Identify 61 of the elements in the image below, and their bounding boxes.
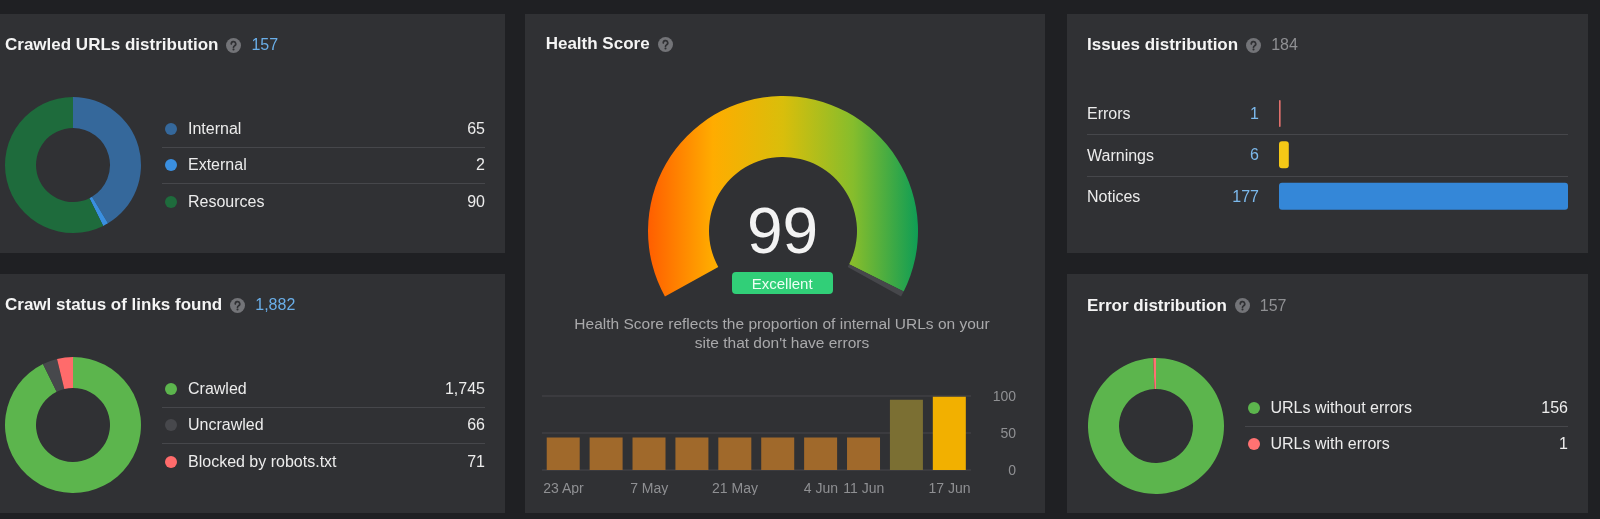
x-tick-label: 4 Jun [803, 479, 838, 496]
y-tick-label: Notices [1087, 187, 1141, 205]
data-label: 177 [1232, 187, 1260, 205]
legend-label: Resources [188, 192, 265, 211]
legend-label: Uncrawled [188, 416, 264, 434]
chart-title: Crawled URLs distribution [5, 35, 219, 55]
bar [932, 396, 966, 470]
data-label: 1,745 [444, 379, 485, 398]
bar [546, 437, 580, 470]
x-tick-label: 23 Apr [543, 479, 585, 496]
bar [761, 437, 795, 470]
chart-title: Crawl status of links found [5, 295, 223, 315]
donut-slice [1152, 357, 1156, 389]
legend-label: Crawled [188, 379, 247, 398]
x-tick-label: 21 May [712, 479, 759, 496]
donut-slice [5, 97, 104, 233]
data-label: 1 [1250, 105, 1260, 123]
y-tick-label: Warnings [1087, 146, 1154, 164]
bar [589, 437, 623, 470]
y-tick-label: 0 [1008, 461, 1017, 478]
chart-title: Error distribution [1087, 295, 1227, 316]
chart-subtitle: 184 [1271, 36, 1298, 54]
donut-slice [42, 358, 65, 392]
bar [804, 437, 838, 470]
chart-subtitle: 157 [1259, 296, 1287, 315]
y-tick-label: Errors [1087, 105, 1131, 123]
legend-label: Internal [188, 119, 242, 138]
text: 99 [746, 195, 819, 267]
data-label: 71 [467, 452, 485, 471]
data-label: 2 [476, 156, 485, 174]
data-label: 90 [467, 192, 485, 211]
chart-subtitle: 157 [251, 36, 279, 54]
legend-label: URLs with errors [1270, 434, 1390, 453]
data-label: 66 [467, 416, 485, 434]
donut-slice [73, 97, 141, 224]
bar [889, 399, 923, 470]
text: Health Score reflects the proportion of internal URLs on your site that don't have errors [574, 315, 990, 351]
bar [675, 437, 709, 470]
chart-title: Health Score [545, 34, 650, 54]
data-label: 1 [1559, 434, 1568, 453]
x-tick-label: 7 May [630, 479, 669, 496]
donut-slice [5, 357, 141, 493]
data-label: 156 [1541, 398, 1568, 417]
y-tick-label: 100 [992, 387, 1017, 404]
chart-subtitle: 1,882 [255, 296, 296, 314]
bar [632, 437, 666, 470]
data-label: 6 [1250, 146, 1260, 164]
x-tick-label: 11 Jun [843, 479, 885, 496]
bar [847, 437, 881, 470]
legend-label: External [188, 156, 247, 174]
donut-slice [57, 357, 73, 390]
legend-label: Blocked by robots.txt [188, 452, 337, 471]
y-tick-label: 50 [1000, 424, 1017, 441]
data-label: 65 [467, 119, 485, 138]
legend-label: URLs without errors [1270, 398, 1412, 417]
x-tick-label: 17 Jun [928, 479, 971, 496]
bar [718, 437, 752, 470]
donut-slice [89, 196, 108, 226]
text: Excellent [751, 274, 813, 292]
chart-title: Issues distribution [1087, 35, 1239, 55]
donut-slice [1087, 357, 1224, 494]
